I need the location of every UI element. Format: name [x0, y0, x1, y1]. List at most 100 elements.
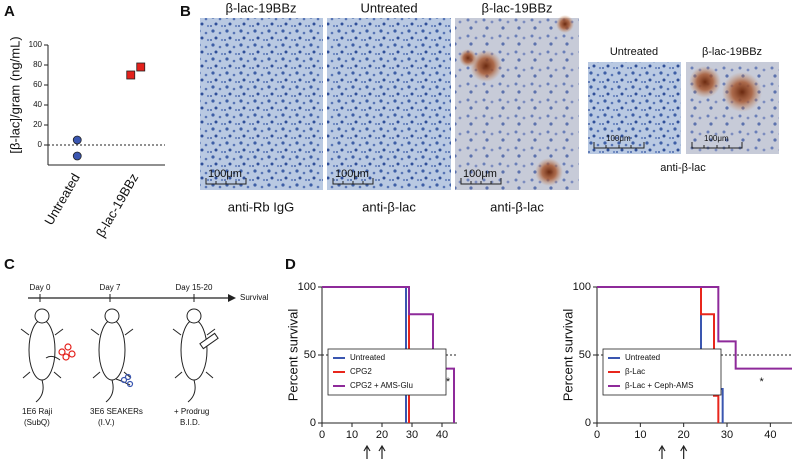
stain-label: anti-β-lac [362, 199, 416, 214]
panel-label: B [180, 3, 191, 20]
scale-label: 100μm [704, 134, 729, 143]
endpoint-label: Survival [240, 293, 269, 302]
point [72, 135, 82, 145]
y-tick-label: 0 [310, 417, 316, 429]
y-tick-label: 0 [585, 417, 591, 429]
legend-box [602, 348, 722, 396]
x-tick-label: 0 [319, 429, 325, 441]
stain-spot [722, 72, 762, 112]
legend-box [327, 348, 447, 396]
annotation: * [446, 376, 451, 388]
y-tick-label: 50 [579, 349, 591, 361]
y-tick-label: 50 [304, 349, 316, 361]
x-tick-label: Untreated [41, 171, 83, 228]
mouse [172, 308, 216, 403]
stain-label: anti-β-lac [490, 199, 544, 214]
scale-label: 100μm [335, 168, 369, 180]
y-axis-label: [β-lac]/gram (ng/mL) [7, 36, 22, 153]
cell-icons [58, 343, 134, 388]
micrograph [455, 18, 579, 190]
legend-label: Untreated [625, 353, 660, 362]
step-label: (I.V.) [98, 418, 115, 427]
image-label: β-lac-19BBz [481, 0, 552, 15]
x-tick-label: 30 [721, 429, 733, 441]
image-label: β-lac-19BBz [225, 0, 296, 15]
y-tick-label: 40 [33, 100, 42, 109]
mouse [90, 308, 134, 403]
mouse [20, 308, 64, 403]
inset-label: β-lac-19BBz [702, 46, 762, 58]
x-tick-label: 10 [634, 429, 646, 441]
x-tick-label: 20 [376, 429, 388, 441]
annotation: * [760, 376, 765, 388]
scale-bar [593, 142, 645, 149]
point [126, 70, 136, 80]
legend-label: CPG2 [350, 367, 372, 376]
day-label: Day 7 [100, 283, 121, 292]
scale-bars [205, 142, 743, 185]
micrograph [200, 18, 323, 190]
y-axis-label: Percent survival [560, 309, 575, 402]
stain-spot [459, 49, 477, 67]
legend-label: β-Lac + Ceph-AMS [625, 381, 693, 390]
step-label: 1E6 Raji [22, 407, 52, 416]
inset-label: Untreated [610, 46, 658, 58]
stain-spot [556, 15, 574, 33]
x-tick-label: 30 [406, 429, 418, 441]
point [136, 62, 146, 72]
timeline [28, 294, 236, 302]
x-tick-label: 0 [594, 429, 600, 441]
y-axis-label: Percent survival [285, 309, 300, 402]
day-label: Day 0 [30, 283, 51, 292]
legend-label: β-Lac [625, 367, 645, 376]
x-tick-label: β-lac-19BBz [93, 171, 142, 240]
y-tick-label: 60 [33, 80, 42, 89]
mice [20, 308, 219, 403]
step-label: B.I.D. [180, 418, 200, 427]
dosing-arrow [658, 444, 666, 459]
dosing-arrow [363, 444, 371, 459]
panel-label: C [4, 256, 15, 273]
y-tick-label: 80 [33, 60, 42, 69]
y-tick-label: 0 [38, 140, 43, 149]
x-axis-label: Days post tumor [347, 458, 442, 460]
panel-label: D [285, 256, 296, 273]
survival-curve [322, 286, 455, 423]
step-label: 3E6 SEAKERs [90, 407, 143, 416]
dosing-arrow [680, 444, 688, 459]
legend-label: CPG2 + AMS-Glu [350, 381, 413, 390]
scale-bar [691, 142, 743, 149]
scale-bar [332, 178, 374, 185]
inset-caption: anti-β-lac [660, 162, 706, 174]
survival-curve [597, 286, 792, 370]
stain-spot [689, 66, 721, 98]
step-label: (SubQ) [24, 418, 50, 427]
x-tick-label: 20 [678, 429, 690, 441]
point [72, 151, 82, 161]
y-tick-label: 20 [33, 120, 42, 129]
stain-label: anti-Rb IgG [228, 199, 294, 214]
scale-label: 100μm [463, 168, 497, 180]
inset [588, 62, 681, 154]
legend-label: Untreated [350, 353, 385, 362]
y-tick-label: 100 [29, 40, 43, 49]
image-label: Untreated [360, 0, 417, 15]
y-tick-label: 100 [573, 281, 591, 293]
scale-label: 100μm [208, 168, 242, 180]
scale-label: 100μm [606, 134, 631, 143]
y-tick-label: 100 [298, 281, 316, 293]
scale-bar [205, 178, 247, 185]
stain-spot [470, 50, 502, 82]
x-axis-label: Days post tumor [652, 458, 747, 460]
x-tick-label: 40 [436, 429, 448, 441]
micrograph [327, 18, 451, 190]
scale-bar [460, 178, 502, 185]
x-tick-label: 40 [764, 429, 776, 441]
day-label: Day 15-20 [176, 283, 213, 292]
micrographs [200, 15, 779, 190]
step-label: + Prodrug [174, 407, 209, 416]
stain-spot [535, 158, 563, 186]
panel-label: A [4, 3, 15, 20]
x-tick-label: 10 [346, 429, 358, 441]
